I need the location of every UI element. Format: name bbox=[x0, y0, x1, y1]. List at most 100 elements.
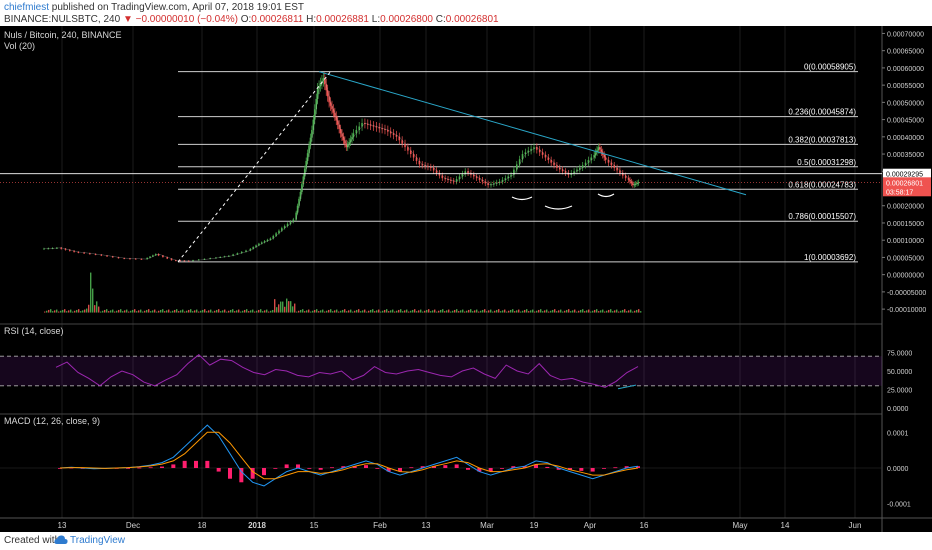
macd-pane bbox=[0, 424, 882, 487]
time-tick-label: Mar bbox=[480, 521, 494, 530]
volume-bar bbox=[308, 309, 310, 313]
candle-body bbox=[536, 147, 538, 150]
candle-body bbox=[179, 260, 181, 262]
volume-bar bbox=[82, 310, 84, 313]
volume-bar bbox=[134, 309, 136, 313]
price-tick-label: 0.00040000 bbox=[887, 135, 924, 142]
volume-bar bbox=[558, 310, 560, 313]
volume-bar bbox=[320, 310, 322, 313]
time-tick-label: 13 bbox=[58, 521, 67, 530]
volume-bar bbox=[108, 311, 110, 313]
volume-bar bbox=[58, 311, 60, 313]
volume-bar bbox=[480, 310, 482, 313]
volume-bar bbox=[76, 309, 78, 313]
candle-body bbox=[364, 123, 366, 125]
candle-body bbox=[245, 250, 247, 252]
volume-bar bbox=[132, 309, 134, 313]
volume-bar bbox=[394, 311, 396, 313]
fib-retracement[interactable]: 0(0.00058905) 0.236(0.00045874) 0.382(0.00… bbox=[178, 63, 858, 263]
volume-bar bbox=[288, 301, 290, 313]
volume-bar bbox=[592, 310, 594, 313]
volume-bar bbox=[446, 310, 448, 313]
candle-body bbox=[533, 147, 535, 149]
candle-body bbox=[455, 179, 458, 182]
candle-body bbox=[324, 78, 326, 85]
volume-bar bbox=[442, 309, 444, 313]
volume-bar bbox=[626, 311, 628, 313]
volume-bar bbox=[92, 288, 94, 313]
volume-bar bbox=[188, 309, 190, 313]
candle-body bbox=[594, 152, 597, 155]
grid bbox=[0, 26, 932, 532]
volume-bar bbox=[488, 310, 490, 313]
candle-body bbox=[255, 245, 257, 248]
volume-bar bbox=[540, 309, 542, 313]
candle-body bbox=[209, 258, 211, 260]
volume-bar bbox=[166, 310, 168, 313]
candle-body bbox=[461, 173, 464, 177]
drawings[interactable] bbox=[0, 71, 882, 263]
candle-body bbox=[604, 157, 607, 161]
volume-bar bbox=[330, 309, 332, 313]
volume-bar bbox=[254, 311, 256, 313]
volume-bar bbox=[152, 310, 154, 313]
volume-bar bbox=[56, 309, 58, 313]
volume-bar bbox=[286, 298, 288, 313]
candle-body bbox=[240, 251, 243, 254]
volume-bar bbox=[436, 311, 438, 313]
volume-bar bbox=[114, 311, 116, 313]
volume-bar bbox=[638, 309, 640, 313]
volume-bar bbox=[418, 310, 420, 313]
candle-body bbox=[352, 133, 355, 137]
candle-body bbox=[175, 260, 177, 262]
volume-bar bbox=[524, 309, 526, 313]
volume-bar bbox=[126, 309, 128, 313]
volume-bar bbox=[192, 311, 194, 313]
macd-tick-label: 0.0000 bbox=[887, 466, 909, 473]
macd-histogram-bar bbox=[262, 468, 266, 476]
chart-area[interactable]: 0(0.00058905) 0.236(0.00045874) 0.382(0.00… bbox=[0, 26, 932, 532]
volume-bar bbox=[438, 310, 440, 313]
candle-body bbox=[329, 102, 332, 106]
price-tick-label: 0.00050000 bbox=[887, 100, 924, 107]
volume-bar bbox=[62, 309, 64, 313]
macd-histogram-bar bbox=[420, 466, 425, 468]
candle-body bbox=[272, 235, 275, 239]
macd-histogram-bar bbox=[284, 464, 289, 468]
volume-bar bbox=[340, 310, 342, 313]
volume-bar bbox=[616, 309, 618, 313]
chart-svg[interactable]: 0(0.00058905) 0.236(0.00045874) 0.382(0.00… bbox=[0, 26, 932, 532]
volume-bar bbox=[566, 309, 568, 313]
volume-bar bbox=[332, 311, 334, 313]
macd-histogram-bar bbox=[307, 468, 312, 469]
candle-body bbox=[275, 233, 277, 236]
main-chart-title: Nuls / Bitcoin, 240, BINANCE bbox=[4, 30, 122, 40]
candle-body bbox=[600, 149, 603, 153]
volume-bar bbox=[268, 311, 270, 313]
tradingview-brand[interactable]: TradingView bbox=[70, 535, 126, 546]
candle-body bbox=[581, 165, 584, 168]
volume-bar bbox=[506, 311, 508, 313]
time-axis[interactable]: 13 Dec 18 2018 15 Feb 13 Mar 19 Apr 16 May 14 Jun bbox=[58, 521, 862, 530]
candle-body bbox=[326, 90, 329, 97]
volume-bar bbox=[128, 311, 130, 313]
low-label: L: bbox=[371, 14, 381, 25]
volume-bar bbox=[376, 310, 378, 313]
macd-histogram-bar bbox=[194, 460, 198, 468]
price-tag-label: 03:58:17 bbox=[886, 189, 913, 196]
macd-histogram-bar bbox=[273, 468, 278, 469]
candle-body bbox=[544, 154, 547, 158]
volume-bar bbox=[502, 310, 504, 313]
macd-histogram-bar bbox=[636, 466, 640, 468]
candle-body bbox=[564, 171, 567, 173]
volume-bar bbox=[54, 310, 56, 313]
volume-bar bbox=[198, 311, 200, 313]
author-link[interactable]: chiefmiest bbox=[4, 2, 50, 13]
candle-body bbox=[43, 248, 45, 250]
volume-bar bbox=[210, 309, 212, 313]
macd-histogram-bar bbox=[398, 468, 402, 472]
volume-bar bbox=[450, 311, 452, 313]
candle-body bbox=[458, 176, 461, 180]
candle-body bbox=[441, 175, 444, 179]
price-tick-label: 0.00020000 bbox=[887, 204, 924, 211]
